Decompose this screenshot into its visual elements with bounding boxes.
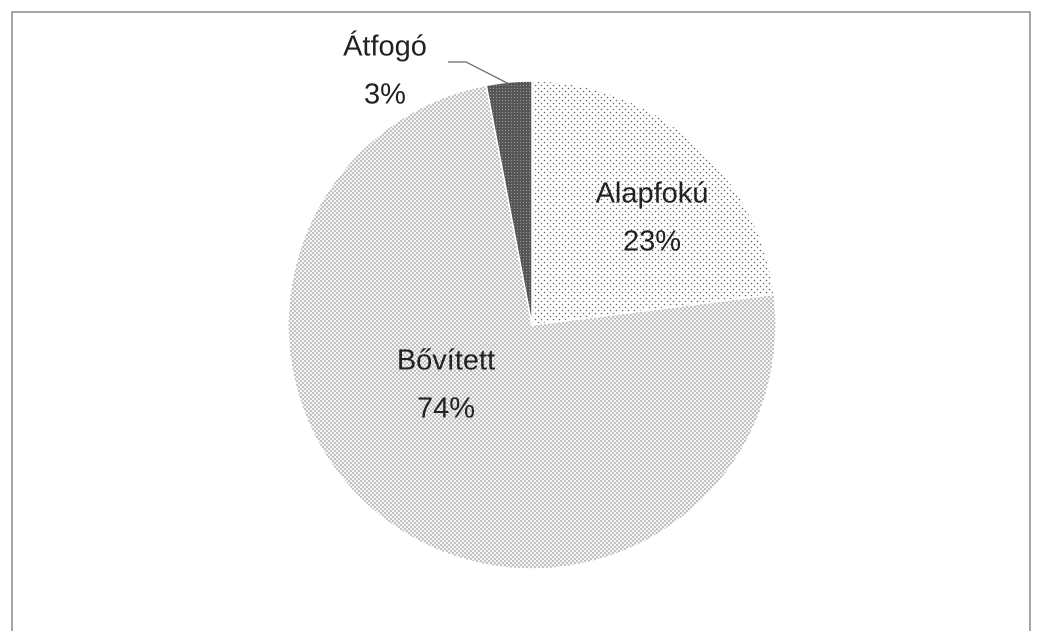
pie-slice — [287, 84, 777, 570]
slice-value-label: 3% — [364, 79, 406, 111]
slice-label: Alapfokú — [596, 178, 709, 210]
pie-slice — [485, 80, 533, 326]
pie-slice — [531, 80, 775, 326]
slice-value-label: 74% — [417, 393, 475, 425]
slice-value-label: 23% — [623, 226, 681, 258]
chart-frame — [11, 11, 1031, 631]
slice-label: Átfogó — [343, 30, 427, 63]
slice-label: Bővített — [397, 345, 495, 377]
leader-line — [448, 61, 510, 85]
